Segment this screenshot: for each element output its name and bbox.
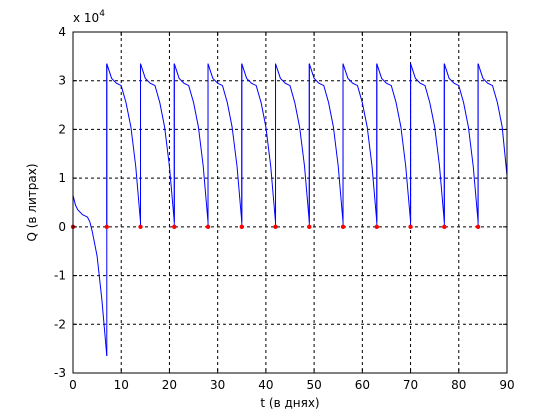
x-tick-label: 40: [258, 378, 273, 392]
series-line-segment: [342, 63, 378, 223]
y-tick-label: 0: [58, 220, 66, 234]
y-tick-label: 2: [58, 122, 66, 136]
y-axis-multiplier: x 104: [73, 9, 105, 25]
y-tick-label: -2: [54, 317, 66, 331]
data-point: [340, 224, 346, 230]
x-axis-label: t (в днях): [260, 396, 319, 410]
data-point: [408, 224, 413, 230]
x-tick-label: 80: [451, 378, 466, 392]
data-series: [72, 63, 508, 356]
axes-background: [73, 32, 507, 373]
y-tick-label: -1: [54, 269, 66, 283]
series-line-segment: [275, 63, 310, 223]
data-point: [273, 224, 278, 230]
grid-lines: [73, 32, 507, 373]
data-point: [239, 224, 244, 230]
series-line-segment: [106, 63, 141, 356]
x-tick-label: 20: [162, 378, 177, 392]
data-point: [138, 224, 143, 230]
data-point: [374, 224, 379, 230]
y-tick-label: -3: [54, 366, 66, 380]
data-point: [172, 224, 177, 230]
x-tick-label: 60: [355, 378, 370, 392]
series-line-segment: [308, 63, 344, 223]
x-tick-label: 10: [114, 378, 129, 392]
data-point: [205, 224, 211, 230]
series-line-segment: [207, 63, 243, 223]
y-tick-label: 4: [58, 25, 66, 39]
x-tick-label: 70: [403, 378, 418, 392]
series-line-segment: [443, 63, 479, 223]
y-tick-label: 1: [58, 171, 66, 185]
data-markers: [70, 224, 481, 230]
x-tick-label: 0: [69, 378, 77, 392]
series-line-segment: [410, 63, 445, 223]
axis-ticks: 0 10 20 30 40 50 60 70 80 90 -3 -2 -1 0 1 2 3 4: [54, 25, 515, 392]
x-tick-label: 50: [306, 378, 321, 392]
series-line-segment: [477, 63, 508, 176]
series-line-segment: [72, 195, 108, 356]
data-point: [104, 224, 109, 230]
series-line-segment: [241, 63, 276, 223]
data-point: [307, 224, 312, 230]
series-line-segment: [173, 63, 209, 223]
y-tick-label: 3: [58, 74, 66, 88]
data-point: [442, 224, 447, 230]
y-axis-multiplier-base: x 10: [73, 11, 99, 25]
x-tick-label: 90: [499, 378, 514, 392]
axes-frame: [72, 31, 508, 374]
y-axis-multiplier-exponent: 4: [99, 9, 105, 19]
y-axis-label: Q (в литрах): [25, 163, 39, 241]
x-tick-label: 30: [210, 378, 225, 392]
series-line-segment: [376, 63, 412, 223]
series-line-segment: [140, 63, 175, 223]
data-point: [475, 224, 481, 230]
